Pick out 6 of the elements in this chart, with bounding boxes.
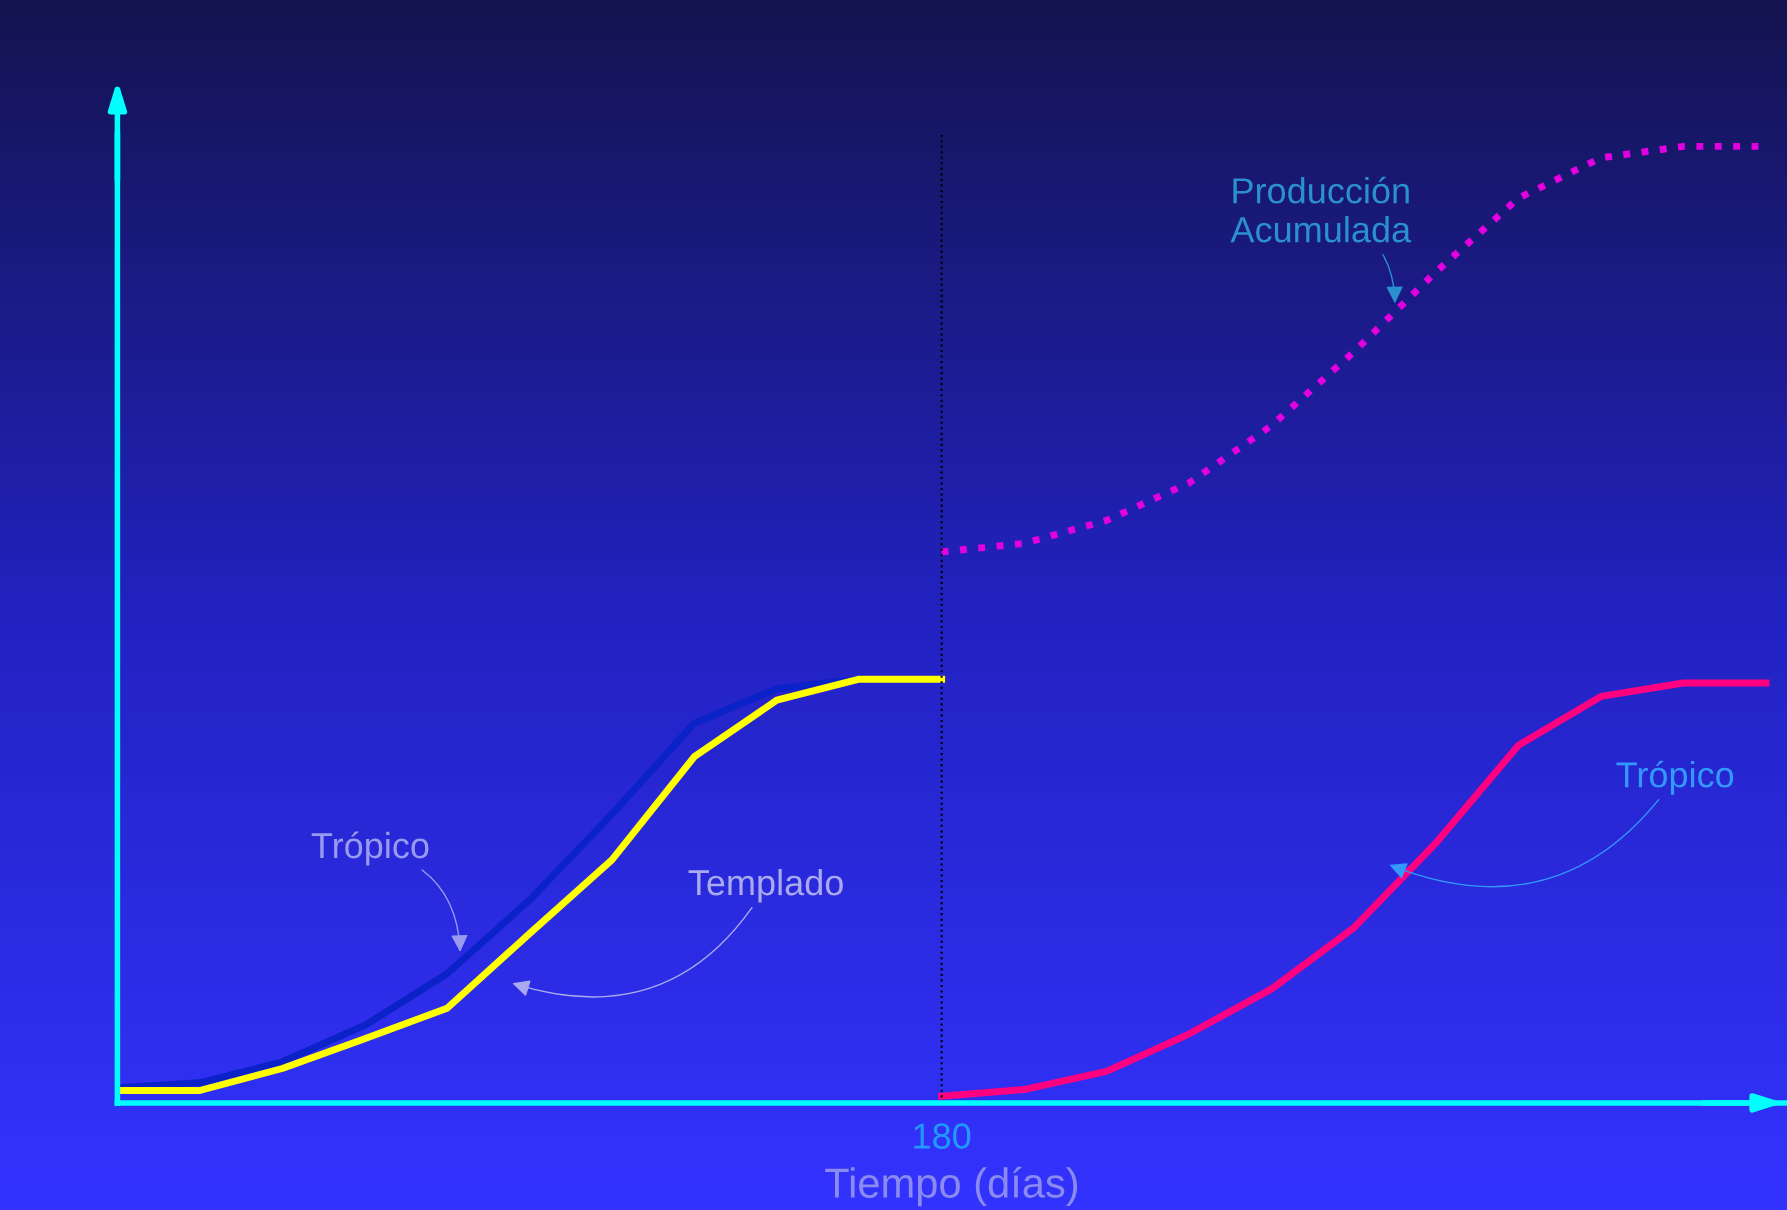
text: Trópico <box>311 831 429 866</box>
text: 180 <box>914 1123 971 1149</box>
series-label: Templado <box>688 868 843 903</box>
x-axis-title: Tiempo (días) <box>825 1166 1078 1207</box>
series-label: Producción Acumulada <box>1230 176 1412 243</box>
series-label: Trópico <box>1616 760 1734 795</box>
